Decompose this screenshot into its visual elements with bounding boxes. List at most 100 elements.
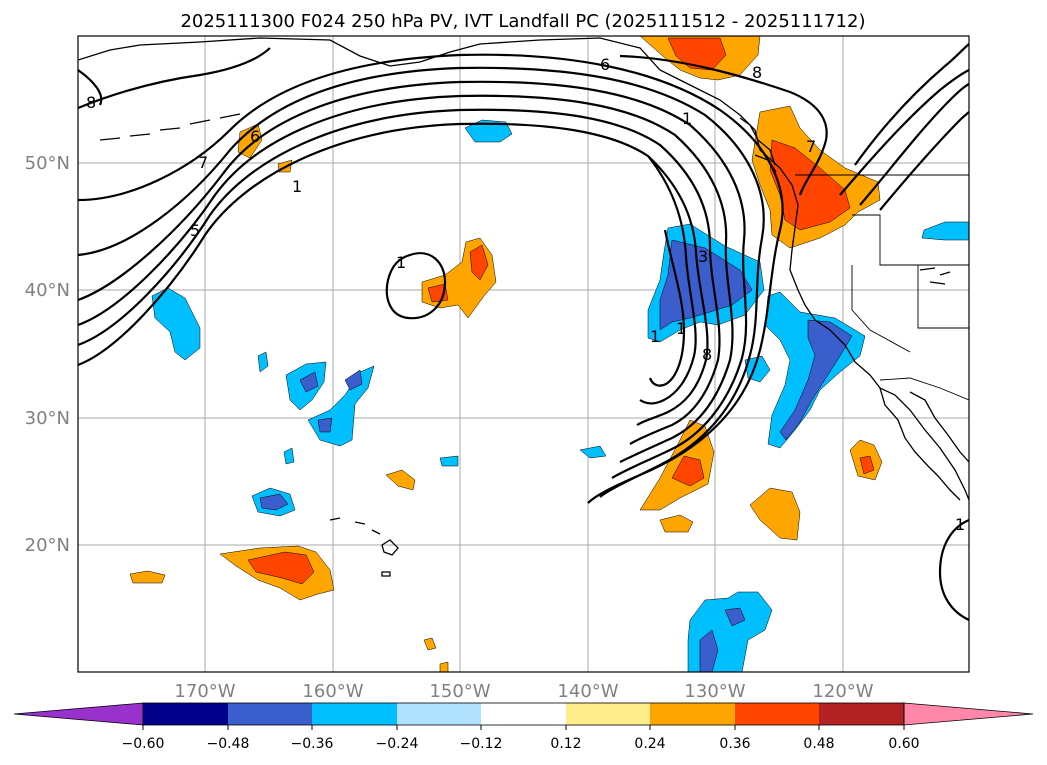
pc-negative-fills [151,119,969,672]
cb-label-7: 0.24 [634,736,665,752]
shade-north-cyan [464,119,513,143]
shade-s-red [671,455,705,487]
shade-tiny-s-orange [423,637,437,651]
contour-label-10: 1 [682,109,692,128]
contour-6 [78,122,709,426]
plot-title: 2025111300 F024 250 hPa PV, IVT Landfall… [180,11,865,32]
borders [795,174,969,401]
colorbar-extend-left [13,702,144,726]
lon-label-150w: 150°W [429,681,490,702]
contour-label-12: 1 [676,319,686,338]
contour-label-11: 3 [698,247,708,266]
border-us-mexico [879,377,969,401]
contour-9 [619,54,828,196]
lon-label-170w: 170°W [174,681,235,702]
contour-label-2: 6 [600,55,610,74]
lon-label-120w: 120°W [812,681,873,702]
cb-label-5: −0.12 [460,736,503,752]
colorbar-ticks [142,725,905,730]
shade-coast-blue [779,319,853,441]
contour-5 [78,108,721,445]
cb-label-10: 0.60 [888,736,919,752]
cb-label-6: 0.12 [550,736,581,752]
shade-south-blue [699,629,719,672]
shade-small-cyan-4 [579,445,607,459]
contour-label-7: 6 [250,127,260,146]
lat-label-30n: 30°N [25,408,70,429]
colorbar-bin-8 [735,703,819,725]
coast-west-us [759,149,969,501]
contour-label-4: 5 [190,221,200,240]
contour-11 [859,83,969,206]
contour-label-6: 1 [396,253,406,272]
cb-label-3: −0.36 [291,736,334,752]
longitude-labels: 170°W 160°W 150°W 140°W 130°W 120°W [174,681,873,702]
colorbar-bin-9 [819,703,904,725]
contour-se-corner [938,518,969,621]
colorbar-bin-7 [650,703,735,725]
colorbar-bin-5 [481,703,566,725]
shade-small-cyan-2 [283,447,295,465]
contour-closed-mid [385,252,447,320]
shade-far-sw-orange [129,570,166,584]
shade-baja-red [859,455,875,475]
shade-pnw-red [769,139,851,231]
contour-2 [78,66,765,498]
lon-label-140w: 140°W [557,681,618,702]
shade-small-cyan-1 [257,351,269,373]
shade-mid-red-2 [469,244,489,281]
contour-10 [839,69,969,196]
cb-label-2: −0.48 [207,736,250,752]
contour-label-14: 1 [650,327,660,346]
colorbar-bin-3 [312,703,397,725]
cb-label-4: −0.24 [376,736,419,752]
colorbar-extend-right [903,702,1034,726]
lat-label-20n: 20°N [25,535,70,556]
cb-label-8: 0.36 [719,736,750,752]
colorbar-bin-1 [143,703,228,725]
shade-sw-red [247,551,315,585]
coast-baja-islands [919,267,951,285]
contour-label-5: 1 [292,177,302,196]
map-panel: 8 6 7 5 1 1 6 8 7 1 3 1 8 1 1 [77,35,970,673]
coast-hawaii [329,517,399,577]
contour-label-3: 7 [198,153,208,172]
border-states-1 [852,214,969,266]
colorbar: −0.60 −0.48 −0.36 −0.24 −0.12 0.12 0.24 … [13,702,1034,752]
colorbar-frame [142,702,905,726]
contour-8 [648,229,686,387]
shade-hawaii-e-orange [385,469,416,491]
shade-isl-blue-2 [344,369,363,391]
latitude-labels: 50°N 40°N 30°N 20°N [25,153,70,556]
coast-aleutians [99,113,241,141]
cb-label-9: 0.48 [803,736,834,752]
contour-1 [78,53,784,504]
border-states-3 [917,265,969,329]
contour-7 [639,155,697,405]
map-frame [77,35,970,673]
contour-12 [854,43,969,166]
contour-label-15: 1 [955,515,965,534]
colorbar-bin-6 [566,703,650,725]
shade-hawaii-blue [259,493,289,511]
contour-label-9: 7 [806,137,816,156]
shade-se-orange [749,487,801,541]
contour-label-13: 8 [702,345,712,364]
contour-14 [78,47,271,110]
shade-small-cyan-3 [439,455,459,467]
lon-label-130w: 130°W [684,681,745,702]
pc-positive-fills [129,36,883,672]
coast-gulf-calif [909,391,969,463]
shade-s-orange-2 [659,514,694,533]
colorbar-bin-2 [228,703,312,725]
contour-labels: 8 6 7 5 1 1 6 8 7 1 3 1 8 1 1 [86,55,965,534]
contour-label-8: 8 [752,63,762,82]
lon-label-160w: 160°W [302,681,363,702]
contour-4 [78,94,734,463]
cb-label-1: −0.60 [122,736,165,752]
coast-alaska [78,37,761,151]
shade-isl-blue-3 [317,417,333,433]
border-states-2 [851,265,911,353]
shade-tiny-s-orange-2 [439,661,449,672]
